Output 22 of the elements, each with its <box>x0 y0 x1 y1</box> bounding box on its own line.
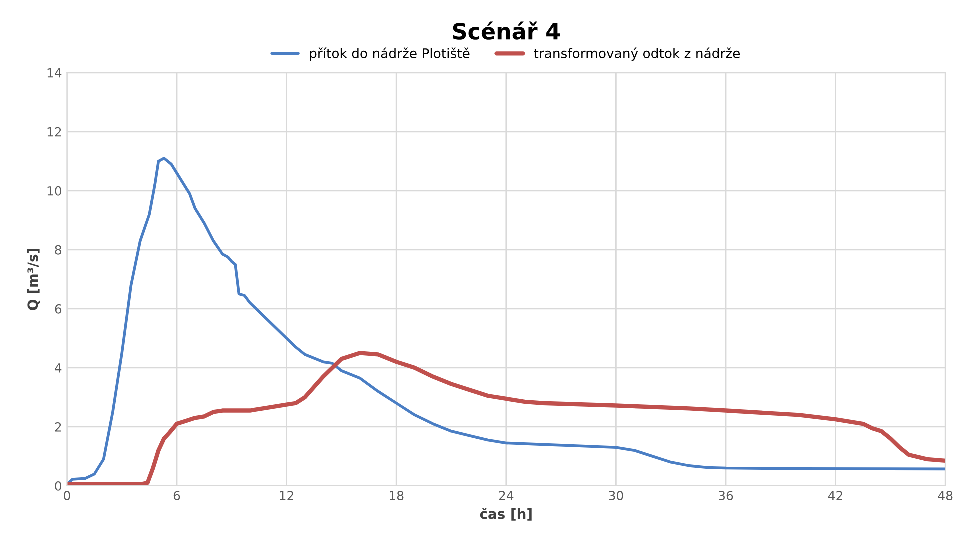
x-tick-label: 42 <box>828 491 842 500</box>
y-tick-label: 6 <box>55 304 62 314</box>
x-tick-label: 6 <box>174 491 180 501</box>
y-tick-label: 0 <box>55 481 62 491</box>
legend-label: transformovaný odtok z nádrže <box>534 48 740 62</box>
chart-title: Scénář 4 <box>453 22 560 40</box>
y-tick-label: 8 <box>55 245 62 255</box>
y-tick-label: 12 <box>48 127 62 137</box>
x-tick-label: 12 <box>280 491 294 500</box>
legend-label: přítok do nádrže Plotiště <box>310 48 470 62</box>
y-tick-label: 10 <box>48 186 62 196</box>
x-tick-label: 36 <box>719 491 734 501</box>
y-tick-label: 4 <box>54 364 62 373</box>
y-tick-label: 14 <box>48 68 62 78</box>
x-tick-label: 30 <box>609 491 624 501</box>
y-tick-label: 2 <box>55 422 62 432</box>
x-tick-label: 48 <box>938 491 953 501</box>
x-tick-label: 24 <box>499 491 514 500</box>
x-tick-label: 18 <box>390 491 404 501</box>
x-tick-label: 0 <box>64 491 70 501</box>
x-axis-title: čas [h] <box>480 508 532 521</box>
y-axis-title: Q [m³/s] <box>27 249 40 310</box>
